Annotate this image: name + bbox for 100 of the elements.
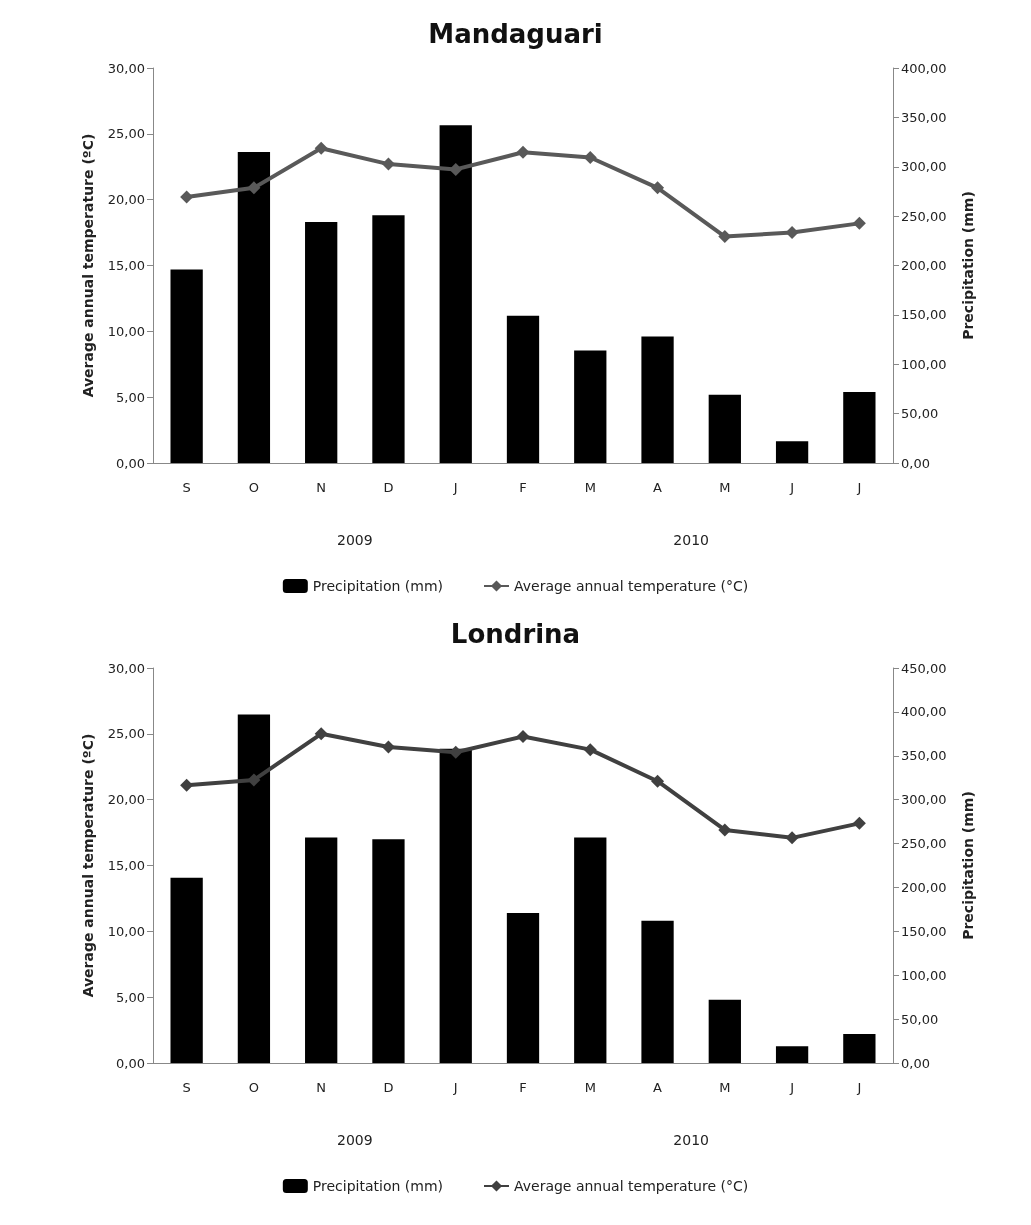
y2-tick-label: 300,00	[901, 792, 947, 808]
point	[381, 740, 395, 754]
y2-tick-label: 350,00	[901, 109, 947, 125]
y-tick-label: 25,00	[107, 126, 145, 142]
point	[785, 226, 799, 240]
bar	[775, 441, 809, 463]
x-tick-label: J	[789, 1080, 795, 1095]
y-tick-label: 20,00	[107, 192, 145, 208]
x-tick-label: M	[719, 1080, 731, 1095]
bar	[708, 394, 741, 463]
y-tick-label: 5,00	[116, 989, 145, 1005]
legend-label: Precipitation (mm)	[312, 1178, 443, 1194]
point	[852, 216, 866, 230]
bar	[574, 350, 607, 463]
y2-tick-label: 50,00	[901, 1011, 939, 1027]
x-tick-label: M	[719, 480, 731, 495]
point	[852, 816, 866, 830]
bar	[439, 125, 472, 463]
point	[381, 157, 395, 171]
y2-tick-label: 450,00	[901, 660, 947, 676]
legend-label: Average annual temperature (°C)	[513, 1178, 749, 1194]
x-tick-label: J	[856, 480, 862, 495]
bar	[641, 336, 674, 463]
y2-tick-label: 150,00	[901, 923, 947, 939]
y-tick-label: 10,00	[107, 323, 145, 339]
x-tick-label: O	[248, 1080, 260, 1095]
bar	[237, 151, 271, 463]
text: 2010	[673, 1132, 709, 1148]
x-tick-label: A	[653, 480, 663, 495]
x-tick-label: M	[584, 480, 596, 495]
y2-tick-label: 100,00	[901, 356, 947, 372]
x-tick-label: F	[519, 1080, 527, 1095]
y2-tick-label: 200,00	[901, 879, 947, 895]
point	[651, 774, 665, 788]
x-tick-label: S	[182, 480, 191, 495]
text: 2009	[337, 1132, 373, 1148]
point	[583, 743, 597, 757]
point	[247, 773, 261, 787]
bar	[237, 714, 271, 1063]
point	[718, 230, 732, 244]
y2-tick-label: 300,00	[901, 159, 947, 175]
x-tick-label: M	[584, 1080, 596, 1095]
y2-tick-label: 250,00	[901, 836, 947, 852]
y-tick-label: 15,00	[107, 258, 145, 273]
chart-title: Londrina	[450, 619, 581, 649]
x-tick-label: D	[383, 1080, 394, 1095]
x-tick-label: D	[383, 480, 394, 495]
legend-label: Precipitation (mm)	[312, 578, 443, 594]
y2-tick-label: 0,00	[901, 455, 930, 471]
chart-title: Mandaguari	[428, 19, 603, 49]
x-tick-label: J	[452, 1080, 458, 1095]
point	[583, 151, 597, 165]
point	[651, 181, 665, 195]
bar	[708, 999, 741, 1063]
point	[449, 745, 463, 759]
y-tick-label: 25,00	[107, 726, 145, 742]
bar	[843, 391, 876, 463]
bar	[372, 215, 405, 463]
point	[516, 145, 530, 159]
y-tick-label: 20,00	[107, 792, 145, 808]
point	[314, 141, 328, 155]
bar	[574, 837, 607, 1063]
bar	[305, 222, 338, 463]
point	[785, 831, 799, 845]
y2-tick-label: 400,00	[901, 704, 947, 720]
y2-axis-title: Precipitation (mm)	[960, 191, 976, 340]
y-tick-label: 30,00	[107, 60, 145, 76]
point	[247, 181, 261, 195]
y2-tick-label: 0,00	[901, 1055, 930, 1071]
bar	[506, 912, 540, 1063]
x-tick-label: N	[316, 1080, 327, 1095]
y-axis-title: Average annual temperature (ºC)	[80, 733, 96, 998]
x-tick-label: S	[182, 1080, 191, 1095]
y-tick-label: 0,00	[116, 455, 145, 471]
x-tick-label: A	[653, 1080, 663, 1095]
bar	[305, 837, 338, 1063]
x-tick-label: J	[856, 1080, 862, 1095]
y2-tick-label: 100,00	[901, 967, 947, 983]
point	[314, 727, 328, 741]
x-tick-label: N	[316, 480, 327, 495]
y-tick-label: 5,00	[116, 389, 145, 405]
y2-tick-label: 250,00	[901, 208, 947, 224]
y-tick-label: 10,00	[107, 923, 145, 939]
bar	[506, 315, 540, 463]
text: 2009	[337, 532, 373, 548]
y2-tick-label: 350,00	[901, 748, 947, 764]
x-tick-label: O	[248, 480, 260, 495]
y-tick-label: 0,00	[116, 1055, 145, 1071]
y-tick-label: 15,00	[107, 858, 145, 873]
bar	[775, 1046, 809, 1063]
point	[718, 823, 732, 837]
y-axis-title: Average annual temperature (ºC)	[80, 133, 96, 398]
y2-tick-label: 50,00	[901, 406, 939, 422]
point	[449, 162, 463, 176]
x-tick-label: J	[452, 480, 458, 495]
x-tick-label: F	[519, 480, 527, 495]
x-tick-label: J	[789, 480, 795, 495]
text: 2010	[673, 532, 709, 548]
point	[180, 778, 194, 792]
point	[180, 190, 194, 204]
